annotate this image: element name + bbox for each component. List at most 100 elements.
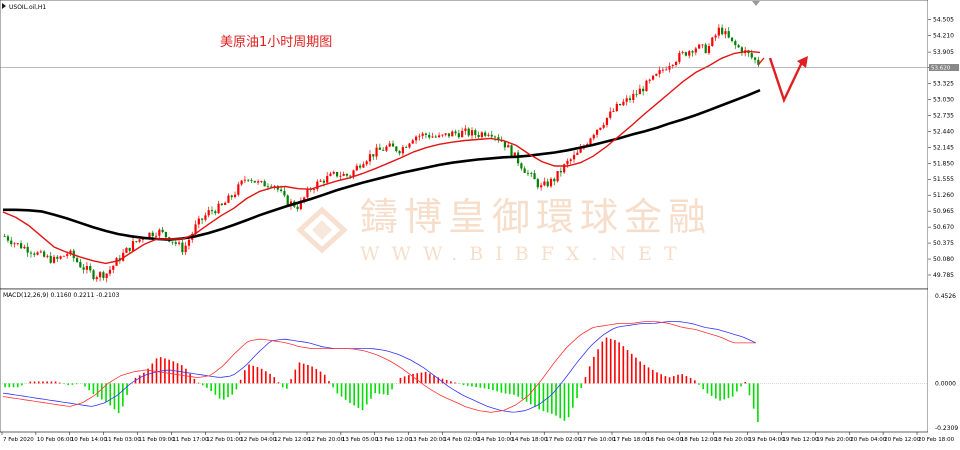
price-tick-label: 53.030 — [933, 96, 954, 103]
candle-body — [579, 148, 582, 153]
price-tick-label: 51.555 — [933, 176, 954, 183]
candle-body — [655, 73, 658, 76]
candle-body — [296, 206, 299, 210]
candle-body — [335, 172, 339, 177]
candle-body — [368, 154, 372, 162]
candle-series — [3, 24, 760, 283]
candle-body — [365, 161, 368, 165]
date-tick-label: 18 Feb 12:00 — [681, 437, 718, 443]
candle-body — [464, 128, 467, 131]
watermark-cn: 鑄博皇御環球金融 — [360, 195, 712, 239]
date-tick-label: 14 Feb 18:00 — [511, 437, 548, 443]
candle-body — [645, 80, 648, 92]
candle-body — [85, 266, 89, 270]
price-tick-label: 52.440 — [933, 128, 954, 135]
candle-body — [355, 165, 358, 171]
candle-body — [164, 231, 168, 238]
candle-body — [503, 141, 507, 148]
price-tick-label: 50.080 — [933, 256, 954, 263]
candle-body — [615, 103, 618, 112]
candle-body — [714, 35, 717, 38]
candle-body — [69, 250, 72, 255]
date-tick-label: 11 Feb 09:00 — [139, 437, 176, 443]
candle-body — [688, 51, 691, 56]
candle-body — [10, 240, 13, 245]
candle-body — [131, 241, 135, 251]
candle-body — [359, 165, 362, 168]
date-tick-label: 13 Feb 05:00 — [342, 437, 379, 443]
symbol-header: USOIL.oil,H1 — [2, 3, 46, 11]
candle-body — [694, 48, 697, 53]
candle-body — [632, 93, 635, 100]
candle-body — [66, 254, 69, 256]
candle-body — [29, 252, 33, 254]
candle-body — [20, 243, 23, 249]
candle-body — [243, 179, 247, 181]
candle-body — [648, 79, 651, 81]
candle-body — [563, 164, 566, 173]
candle-body — [36, 252, 39, 255]
candle-body — [26, 246, 29, 253]
date-tick-label: 10 Feb 14:00 — [71, 437, 108, 443]
candle-body — [339, 175, 342, 177]
date-tick-label: 14 Feb 10:00 — [477, 437, 514, 443]
candle-body — [434, 136, 437, 138]
candle-body — [273, 185, 276, 187]
candle-body — [625, 98, 628, 102]
candle-body — [678, 53, 681, 62]
candle-body — [161, 229, 164, 232]
candle-body — [750, 53, 753, 58]
candle-body — [444, 133, 447, 135]
candle-body — [82, 267, 85, 270]
candle-body — [181, 242, 184, 253]
date-tick-label: 18 Feb 04:00 — [647, 437, 684, 443]
macd-panel — [0, 288, 929, 433]
candle-body — [540, 185, 543, 188]
candle-body — [33, 253, 36, 255]
price-axis-area — [928, 0, 960, 446]
candle-body — [46, 255, 49, 257]
candle-body — [437, 135, 441, 138]
candle-body — [194, 224, 197, 234]
candle-body — [49, 255, 52, 263]
candle-body — [240, 180, 243, 185]
candle-body — [253, 180, 256, 183]
macd-tick-label: -0.2309 — [935, 425, 958, 432]
candle-body — [727, 31, 730, 38]
candle-body — [385, 146, 388, 151]
date-tick-label: 20 Feb 12:00 — [884, 437, 921, 443]
candle-body — [753, 57, 757, 60]
candle-body — [635, 93, 638, 95]
candle-body — [263, 181, 266, 187]
candle-body — [95, 277, 98, 279]
candle-body — [230, 195, 233, 198]
candle-body — [605, 117, 609, 125]
candle-body — [470, 130, 474, 136]
candle-body — [510, 145, 513, 157]
candle-body — [566, 160, 569, 165]
candle-body — [619, 103, 622, 106]
date-tick-label: 20 Feb 04:00 — [850, 437, 887, 443]
macd-histogram — [4, 337, 759, 423]
candle-body — [704, 44, 707, 54]
date-tick-label: 19 Feb 04:00 — [749, 437, 786, 443]
candle-body — [286, 195, 289, 206]
candle-body — [671, 65, 674, 67]
candle-body — [197, 218, 200, 225]
candle-body — [184, 245, 187, 253]
candle-body — [349, 175, 352, 177]
date-tick-label: 7 Feb 2020 — [3, 437, 34, 443]
candle-body — [414, 136, 418, 141]
candle-body — [250, 179, 253, 181]
candle-body — [171, 241, 174, 243]
candle-body — [484, 132, 487, 136]
chart-shift-marker[interactable] — [752, 1, 760, 6]
candle-body — [312, 189, 316, 190]
candle-body — [237, 184, 240, 195]
candle-body — [441, 134, 444, 136]
candle-body — [451, 131, 454, 137]
candle-body — [658, 70, 661, 74]
candle-body — [62, 255, 65, 257]
